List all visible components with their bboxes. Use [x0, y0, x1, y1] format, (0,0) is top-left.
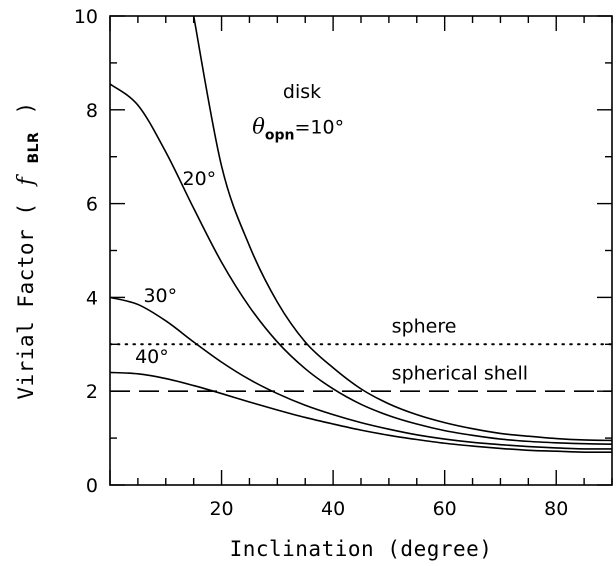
tick-label-layer: 20 40 60 80 0 2 4 6 8 10: [74, 6, 569, 520]
x-tick-label: 20: [209, 498, 233, 520]
annotation: sphere: [392, 316, 457, 338]
annotation: 30°: [143, 285, 177, 307]
x-axis-label: Inclination (degree): [230, 537, 493, 561]
annotation-symbol: θ: [252, 114, 265, 138]
y-axis-label-prefix: Virial Factor (: [14, 203, 38, 400]
annotation: disk: [283, 81, 321, 103]
series-line-disk-0: [192, 16, 612, 442]
annotation: 20°: [183, 168, 217, 190]
y-tick-label: 6: [86, 194, 98, 216]
curve-layer: [110, 16, 612, 454]
annotation-subscript: opn: [265, 127, 295, 143]
series-line-30--2: [110, 296, 612, 450]
y-axis-label-symbol: f: [14, 173, 39, 187]
x-tick-label: 80: [544, 498, 568, 520]
plot-frame: [109, 15, 613, 486]
y-axis-label-suffix: ): [14, 101, 38, 114]
annotation: spherical shell: [392, 362, 528, 384]
x-tick-label: 60: [433, 498, 457, 520]
annotation: 40°: [135, 346, 169, 368]
annotation: θopn=10°: [252, 114, 344, 143]
y-axis-label: Virial Factor ( f BLR ): [14, 101, 43, 399]
tick-layer: [109, 15, 613, 486]
annotation-text: =10°: [294, 116, 344, 138]
y-axis-label-subscript: BLR: [26, 132, 42, 164]
x-tick-label: 40: [321, 498, 345, 520]
y-tick-label: 10: [74, 6, 98, 28]
series-line-20--1: [110, 83, 612, 445]
series-line-40--3: [110, 371, 612, 454]
y-tick-label: 8: [86, 100, 98, 122]
y-tick-label: 0: [86, 475, 98, 497]
y-tick-label: 4: [86, 287, 98, 309]
y-tick-label: 2: [86, 381, 98, 403]
